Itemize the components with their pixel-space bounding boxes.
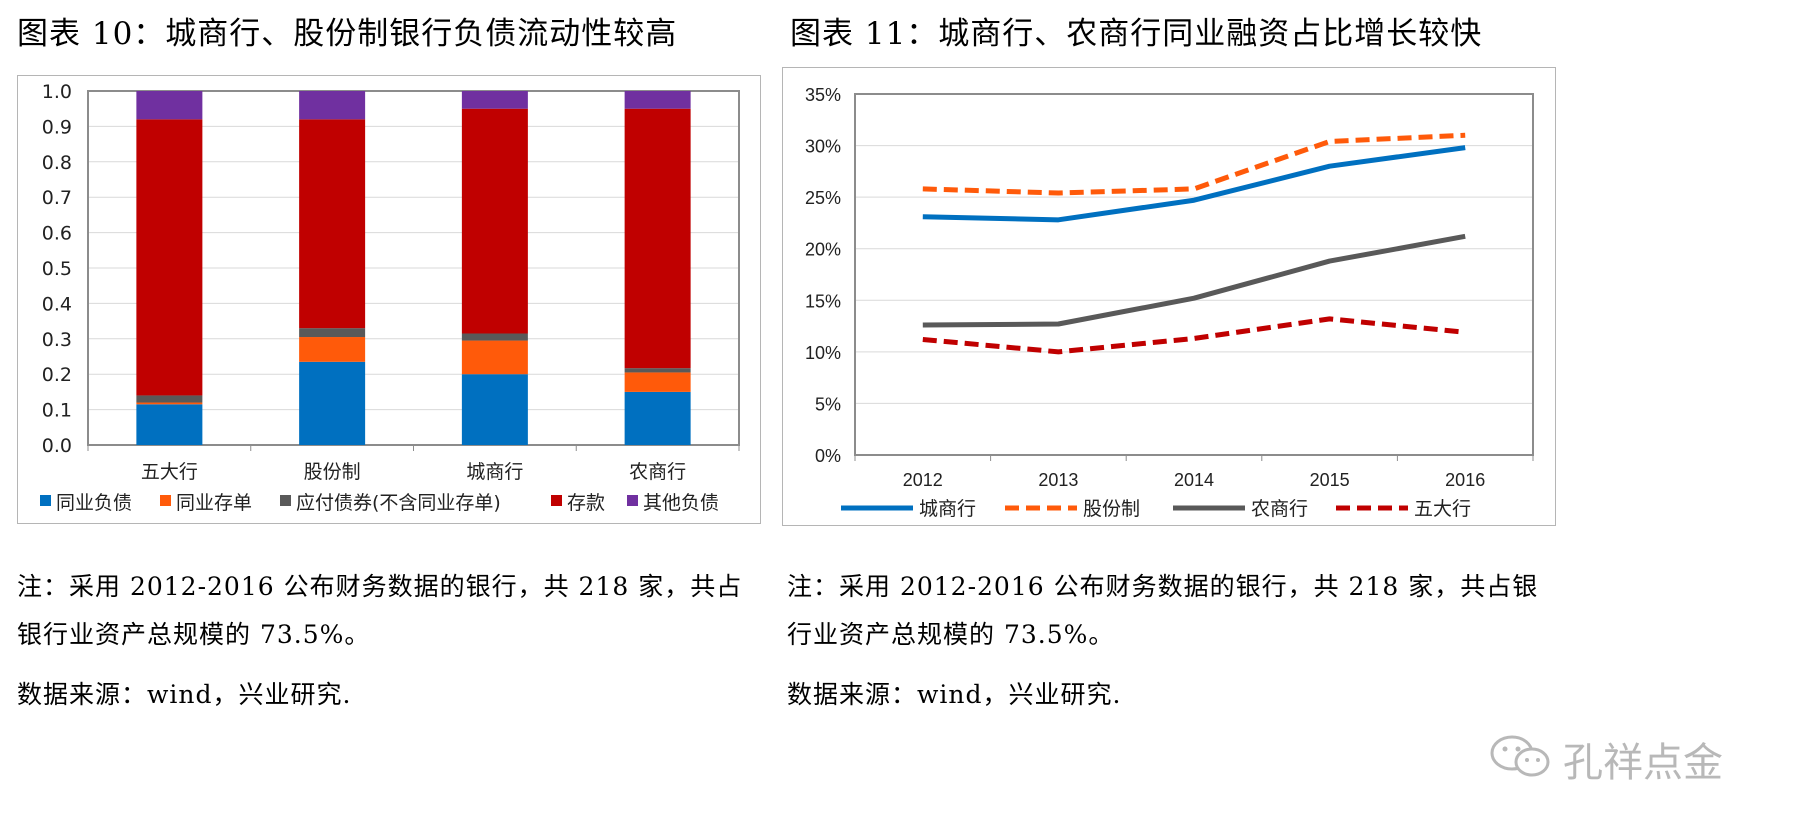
legend-label: 同业负债 [56, 492, 132, 514]
bar-segment [136, 404, 203, 445]
bar-segment [136, 395, 203, 403]
y-tick-label: 20% [805, 240, 841, 260]
bar-segment [299, 337, 366, 362]
series-line [922, 233, 1466, 328]
right-source: 数据来源：wind，兴业研究. [787, 680, 1122, 709]
legend-label: 城商行 [919, 498, 976, 520]
bar-segment [299, 119, 366, 329]
y-tick-label: 0.0 [42, 435, 72, 457]
bar-segment [136, 119, 203, 396]
series-line [922, 316, 1466, 355]
x-category-label: 股份制 [304, 461, 361, 483]
y-tick-label: 0.6 [42, 223, 72, 245]
right-chart-panel: 0% 5% 10% 15% 20% 25% 30% 35% 2012 2013 2014 2015 20… [782, 67, 1556, 526]
legend-swatch [551, 495, 562, 506]
x-tick-label: 2014 [1174, 470, 1214, 490]
x-category-label: 城商行 [466, 461, 523, 483]
legend-label: 其他负债 [643, 492, 719, 514]
legend-swatch [40, 495, 51, 506]
y-tick-label: 1.0 [42, 81, 72, 103]
y-tick-label: 0.5 [42, 258, 72, 280]
series-line [922, 132, 1466, 196]
x-tick-label: 2015 [1310, 470, 1350, 490]
plot-border [854, 93, 1534, 456]
left-chart-panel: 0.0 0.1 0.2 0.3 0.4 0.5 0.6 0.7 0.8 0.9 1.0 五大行 股份制 城… [17, 75, 761, 524]
x-category-label: 农商行 [629, 461, 686, 483]
bar-segment [461, 108, 528, 334]
legend-label: 应付债券(不含同业存单) [296, 492, 501, 514]
y-tick-label: 15% [805, 291, 841, 311]
bar-segment [461, 333, 528, 341]
y-tick-label: 0.1 [42, 400, 72, 422]
legend-label: 五大行 [1414, 498, 1471, 520]
bar-segment [624, 368, 691, 373]
x-category-label: 五大行 [141, 461, 198, 483]
bar-segment [136, 91, 203, 120]
series-line [922, 145, 1466, 223]
legend-label: 农商行 [1251, 498, 1308, 520]
bar-segment [624, 372, 691, 392]
x-tick-label: 2012 [903, 470, 943, 490]
bar-segment [624, 391, 691, 445]
y-tick-label: 10% [805, 343, 841, 363]
y-tick-label: 0% [815, 446, 841, 466]
legend-label: 存款 [567, 492, 605, 514]
wechat-icon [1490, 735, 1550, 777]
line-chart: 0% 5% 10% 15% 20% 25% 30% 35% 2012 2013 2014 2015 20… [805, 85, 1534, 520]
left-source: 数据来源：wind，兴业研究. [17, 680, 352, 709]
left-chart-title: 图表 10：城商行、股份制银行负债流动性较高 [17, 16, 678, 52]
y-tick-label: 0.8 [42, 152, 72, 174]
y-tick-label: 0.4 [42, 293, 72, 315]
bar-segment [461, 340, 528, 375]
legend-label: 股份制 [1083, 498, 1140, 520]
bar-segment [624, 91, 691, 109]
x-tick-label: 2016 [1445, 470, 1485, 490]
legend-label: 同业存单 [176, 492, 252, 514]
y-tick-label: 0.9 [42, 116, 72, 138]
bar-segment [299, 361, 366, 445]
y-tick-label: 0.7 [42, 187, 72, 209]
y-tick-label: 0.3 [42, 329, 72, 351]
y-tick-label: 5% [815, 394, 841, 414]
left-note: 注：采用 2012-2016 公布财务数据的银行，共 218 家，共占银行业资产… [17, 572, 743, 649]
legend-swatch [160, 495, 171, 506]
y-tick-label: 35% [805, 85, 841, 105]
y-tick-label: 30% [805, 137, 841, 157]
bar-segment [299, 91, 366, 120]
bar-segment [461, 374, 528, 445]
watermark-text: 孔祥点金 [1563, 740, 1723, 786]
bar-segment [136, 402, 203, 405]
bar-segment [624, 108, 691, 369]
bar-segment [299, 328, 366, 338]
x-tick-label: 2013 [1038, 470, 1078, 490]
legend-swatch [280, 495, 291, 506]
stacked-bar-chart: 0.0 0.1 0.2 0.3 0.4 0.5 0.6 0.7 0.8 0.9 1.0 五大行 股份制 城… [40, 81, 740, 514]
legend-swatch [627, 495, 638, 506]
bar-segment [461, 91, 528, 109]
y-tick-label: 0.2 [42, 364, 72, 386]
y-tick-label: 25% [805, 188, 841, 208]
right-note: 注：采用 2012-2016 公布财务数据的银行，共 218 家，共占银行业资产… [787, 572, 1539, 649]
right-chart-title: 图表 11：城商行、农商行同业融资占比增长较快 [790, 16, 1483, 52]
